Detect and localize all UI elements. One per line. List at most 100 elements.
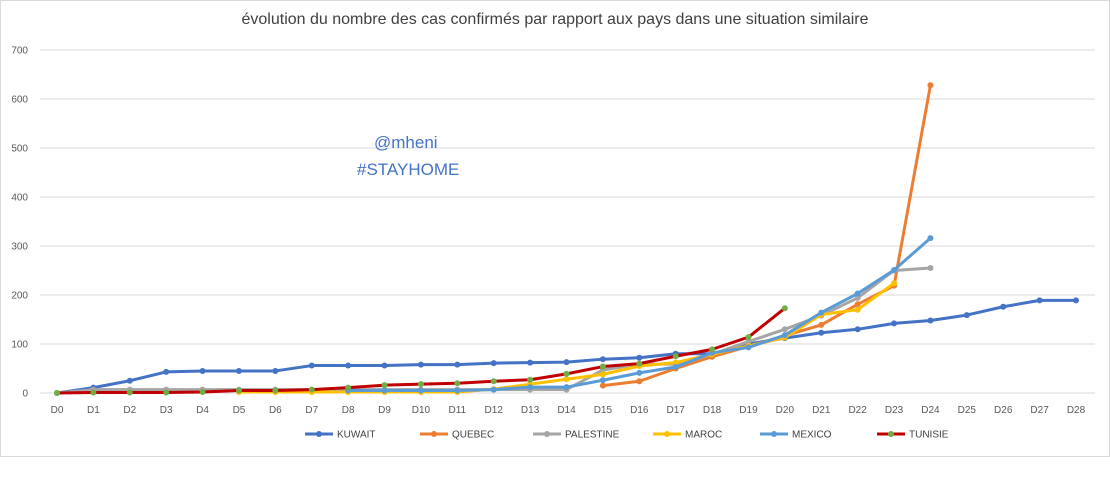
chart-title: évolution du nombre des cas confirmés pa… [241, 11, 869, 28]
x-tick-label: D2 [123, 405, 136, 416]
data-point-tunisie [54, 390, 60, 396]
x-tick-label: D21 [812, 405, 831, 416]
data-point-palestine [854, 294, 861, 301]
x-tick-label: D14 [557, 405, 576, 416]
data-point-tunisie [672, 353, 679, 360]
data-point-mexico [781, 332, 788, 339]
data-point-kuwait [199, 367, 206, 374]
y-tick-label: 700 [11, 46, 28, 57]
series-mexico [345, 235, 934, 394]
data-point-tunisie [163, 389, 170, 396]
data-point-tunisie [527, 376, 534, 383]
legend-item-tunisie: TUNISIE [877, 430, 949, 441]
x-axis: D0 D1 D2 D3 D4 D5 D6 D7 D8 D9 D10 D11 D12 D13 D14 D15 D1… [51, 405, 1086, 416]
data-point-quebec [854, 301, 861, 308]
data-point-kuwait [636, 354, 643, 361]
gridlines [40, 49, 1095, 394]
data-point-tunisie [345, 384, 352, 391]
legend-label: TUNISIE [909, 430, 949, 441]
data-point-kuwait [854, 326, 861, 333]
data-point-kuwait [345, 362, 352, 369]
legend-marker [431, 431, 437, 437]
x-tick-label: D3 [160, 405, 173, 416]
x-tick-label: D23 [885, 405, 904, 416]
data-point-tunisie [599, 363, 606, 370]
x-tick-label: D4 [196, 405, 209, 416]
x-tick-label: D9 [378, 405, 391, 416]
x-tick-label: D1 [87, 405, 100, 416]
data-point-quebec [818, 321, 825, 328]
y-tick-label: 100 [11, 340, 28, 351]
x-tick-label: D0 [51, 405, 64, 416]
x-tick-label: D8 [342, 405, 355, 416]
legend-label: MAROC [685, 430, 722, 441]
x-tick-label: D28 [1067, 405, 1086, 416]
x-tick-label: D15 [594, 405, 613, 416]
data-point-mexico [381, 387, 388, 394]
legend-label: MEXICO [792, 430, 832, 441]
data-point-tunisie [490, 378, 497, 385]
data-point-quebec [636, 378, 643, 385]
data-point-tunisie [90, 389, 97, 396]
x-tick-label: D25 [958, 405, 977, 416]
data-point-kuwait [163, 368, 170, 375]
x-tick-label: D20 [776, 405, 795, 416]
data-point-mexico [417, 387, 424, 394]
data-point-mexico [854, 290, 861, 297]
data-point-mexico [927, 235, 934, 242]
data-point-mexico [599, 377, 606, 384]
legend-label: KUWAIT [337, 430, 376, 441]
legend-label: PALESTINE [565, 430, 620, 441]
data-point-palestine [745, 338, 752, 345]
x-tick-label: D22 [848, 405, 867, 416]
data-point-tunisie [781, 305, 788, 312]
data-point-tunisie [709, 346, 716, 353]
y-tick-label: 600 [11, 95, 28, 106]
data-point-palestine [927, 265, 934, 272]
data-point-mexico [891, 267, 898, 274]
y-tick-label: 200 [11, 291, 28, 302]
y-tick-label: 400 [11, 193, 28, 204]
data-point-mexico [563, 384, 570, 391]
data-point-mexico [490, 386, 497, 393]
data-point-kuwait [381, 362, 388, 369]
series-line-tunisie [55, 306, 787, 395]
x-tick-label: D7 [305, 405, 318, 416]
x-tick-label: D16 [630, 405, 649, 416]
data-point-palestine [781, 326, 788, 333]
data-point-quebec [599, 382, 606, 389]
data-point-mexico [745, 344, 752, 351]
x-tick-label: D26 [994, 405, 1013, 416]
data-point-kuwait [417, 361, 424, 368]
legend-item-mexico: MEXICO [760, 430, 832, 441]
legend-marker [888, 431, 894, 437]
data-point-tunisie [126, 389, 133, 396]
legend-marker [771, 431, 777, 437]
x-tick-label: D5 [233, 405, 246, 416]
data-point-maroc [891, 280, 898, 287]
data-point-mexico [818, 309, 825, 316]
data-point-tunisie [636, 360, 643, 367]
series-lines [54, 82, 1079, 396]
data-point-kuwait [1036, 297, 1043, 304]
data-point-kuwait [1073, 297, 1079, 304]
data-point-tunisie [563, 370, 570, 377]
x-tick-label: D24 [921, 405, 940, 416]
data-point-tunisie [381, 382, 388, 389]
legend-item-maroc: MAROC [653, 430, 722, 441]
data-point-kuwait [891, 320, 898, 327]
data-point-tunisie [235, 387, 242, 394]
x-tick-label: D18 [703, 405, 722, 416]
y-axis: 0 100 200 300 400 500 600 700 [11, 46, 28, 400]
legend-item-kuwait: KUWAIT [305, 430, 376, 441]
y-tick-label: 0 [22, 389, 28, 400]
legend-marker [316, 431, 322, 437]
data-point-tunisie [417, 381, 424, 388]
legend-item-quebec: QUEBEC [420, 430, 494, 441]
x-tick-label: D13 [521, 405, 540, 416]
series-tunisie [54, 305, 788, 396]
data-point-kuwait [563, 359, 570, 366]
data-point-kuwait [1000, 303, 1007, 310]
data-point-maroc [854, 306, 861, 313]
